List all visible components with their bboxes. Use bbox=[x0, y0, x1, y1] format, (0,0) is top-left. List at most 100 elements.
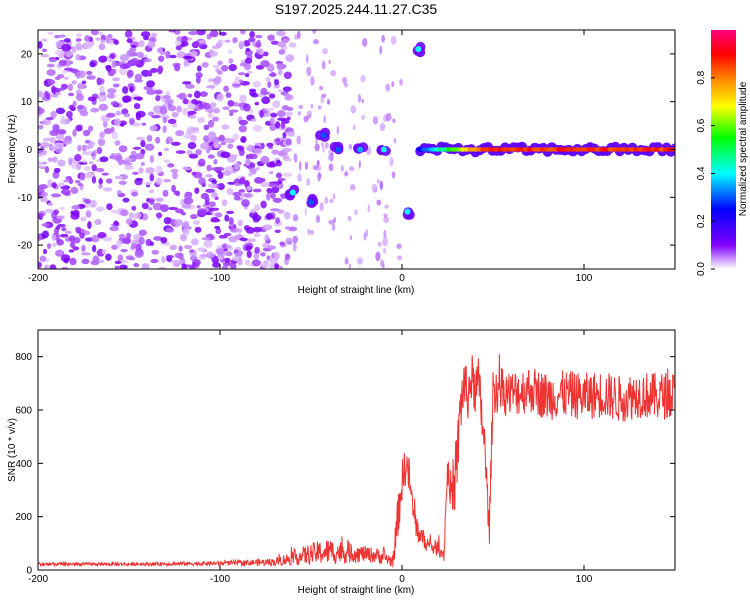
heatmap-cell bbox=[275, 137, 281, 146]
heatmap-cell bbox=[267, 81, 272, 88]
heatmap-cell bbox=[297, 173, 302, 182]
heatmap-cell bbox=[179, 234, 188, 242]
heatmap-cell bbox=[222, 170, 232, 176]
heatmap-cell bbox=[75, 226, 82, 232]
heatmap-cell bbox=[154, 89, 163, 95]
heatmap-cell bbox=[175, 45, 182, 51]
heatmap-cell bbox=[384, 204, 389, 209]
x-tick-label: -100 bbox=[210, 574, 230, 585]
heatmap-cell bbox=[61, 188, 71, 196]
heatmap-cell bbox=[201, 61, 209, 68]
heatmap-cell bbox=[51, 182, 57, 189]
heatmap-cell bbox=[202, 102, 211, 110]
heatmap-cell bbox=[119, 123, 125, 127]
heatmap-cell bbox=[390, 35, 397, 45]
y-tick-label: -10 bbox=[18, 193, 33, 204]
heatmap-cell bbox=[375, 251, 381, 262]
heatmap-cell bbox=[255, 34, 263, 39]
heatmap-cell bbox=[49, 130, 59, 136]
heatmap-cell bbox=[84, 172, 94, 179]
heatmap-cell bbox=[223, 232, 232, 237]
heatmap-cell bbox=[80, 216, 87, 222]
heatmap-cell bbox=[206, 251, 215, 259]
heatmap-cell bbox=[205, 212, 213, 216]
heatmap-cell bbox=[192, 220, 200, 225]
heatmap-cell bbox=[379, 45, 383, 55]
heatmap-cell bbox=[76, 163, 82, 171]
heatmap-cell bbox=[133, 96, 143, 101]
heatmap-cell bbox=[259, 110, 264, 118]
heatmap-cell bbox=[393, 138, 397, 144]
heatmap-cell bbox=[83, 165, 91, 172]
heatmap-cell bbox=[244, 180, 250, 188]
heatmap-cell bbox=[267, 34, 275, 41]
heatmap-cell bbox=[276, 159, 281, 164]
heatmap-cell bbox=[162, 116, 168, 124]
heatmap-cell bbox=[316, 159, 320, 166]
heatmap-cell bbox=[224, 257, 231, 264]
heatmap-cell bbox=[206, 85, 216, 89]
heatmap-cell bbox=[264, 107, 275, 111]
heatmap-cell bbox=[68, 92, 75, 97]
heatmap-cell bbox=[215, 227, 222, 235]
heatmap-cell bbox=[239, 30, 246, 35]
heatmap-cell bbox=[208, 201, 216, 208]
heatmap-cell bbox=[46, 69, 56, 76]
heatmap-cell bbox=[110, 126, 115, 133]
heatmap-cell bbox=[282, 172, 293, 177]
heatmap-cell bbox=[60, 206, 65, 211]
heatmap-cell bbox=[72, 100, 77, 107]
heatmap-cell bbox=[269, 191, 276, 200]
heatmap-cell bbox=[268, 183, 277, 188]
heatmap-cell bbox=[322, 93, 327, 98]
heatmap-cell bbox=[245, 226, 255, 234]
heatmap-cell bbox=[120, 248, 128, 253]
heatmap-cell bbox=[66, 110, 73, 118]
heatmap-cell bbox=[266, 192, 271, 201]
heatmap-cell bbox=[82, 129, 91, 137]
heatmap-cell bbox=[228, 63, 237, 72]
heatmap-cell bbox=[244, 259, 250, 266]
heatmap-cell bbox=[52, 171, 60, 179]
heatmap-cell bbox=[183, 98, 189, 105]
heatmap-cell bbox=[283, 211, 291, 220]
heatmap-cell bbox=[40, 191, 49, 197]
heatmap-cell bbox=[53, 167, 61, 173]
heatmap-cell bbox=[188, 31, 199, 35]
heatmap-cell bbox=[227, 99, 235, 107]
heatmap-cell bbox=[54, 49, 62, 56]
heatmap-cell bbox=[115, 239, 123, 248]
heatmap-cell bbox=[77, 104, 84, 110]
heatmap-cell bbox=[304, 207, 307, 216]
heatmap-cell bbox=[187, 93, 193, 98]
heatmap-cell bbox=[361, 98, 365, 104]
heatmap-cell bbox=[194, 226, 202, 233]
heatmap-cell bbox=[250, 92, 259, 98]
heatmap-cell bbox=[239, 237, 248, 242]
x-tick-label: 100 bbox=[576, 574, 593, 585]
heatmap-cell bbox=[217, 60, 223, 66]
heatmap-cell bbox=[42, 197, 49, 203]
heatmap-cell bbox=[286, 106, 294, 112]
heatmap-cell bbox=[81, 80, 87, 85]
heatmap-cell bbox=[310, 76, 315, 86]
heatmap-cell bbox=[152, 202, 163, 211]
x-tick-label: -100 bbox=[210, 273, 230, 284]
heatmap-cell bbox=[153, 236, 163, 241]
heatmap-cell bbox=[262, 242, 270, 249]
heatmap-cell bbox=[371, 183, 378, 194]
heatmap-cell bbox=[268, 257, 279, 264]
heatmap-cell bbox=[54, 34, 60, 39]
heatmap-cell bbox=[122, 197, 130, 203]
heatmap-cell bbox=[51, 234, 57, 241]
heatmap-cell bbox=[228, 217, 234, 225]
heatmap-cell bbox=[277, 68, 283, 76]
heatmap-cell bbox=[126, 232, 132, 239]
heatmap-cell bbox=[155, 94, 161, 102]
heatmap-cell bbox=[75, 42, 82, 51]
heatmap-cell bbox=[182, 228, 190, 236]
heatmap-cell bbox=[288, 42, 297, 48]
heatmap-cell bbox=[80, 228, 86, 234]
heatmap-cell bbox=[404, 208, 411, 215]
